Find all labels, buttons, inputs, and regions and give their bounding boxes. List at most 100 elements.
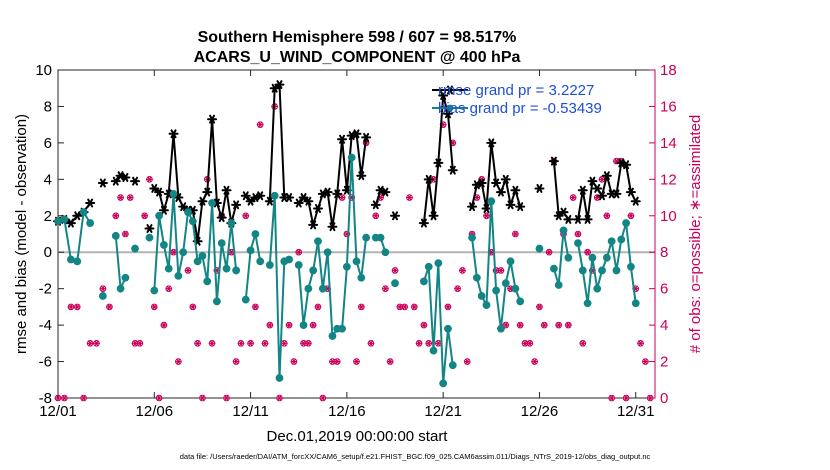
legend-marker-rmse [445,85,455,95]
bias-point [444,324,452,333]
obs-assimilated-point-stroke [147,176,152,183]
bias-point [217,239,226,248]
obs-assimilated-point-stroke [133,340,138,347]
bias-point [497,324,505,333]
bias-point [212,297,221,306]
rmse-point-stroke [300,193,307,203]
bias-point [468,233,476,242]
rmse-point [351,129,362,139]
rmse-point-stroke [603,171,610,181]
bias-point [439,379,448,388]
rmse-point-stroke [444,109,451,119]
rmse-point [597,191,608,201]
bias-point [535,244,544,253]
obs-assimilated-point [290,358,298,365]
bias-point [299,321,308,330]
bias-point [241,295,250,304]
bias-point [309,266,318,275]
obs-assimilated-point [483,212,490,219]
obs-assimilated-point-stroke [580,340,585,347]
y-left-tick-label: 6 [44,135,52,152]
rmse-point [293,198,304,208]
obs-assimilated-point-stroke [566,322,571,329]
rmse-point [327,222,338,232]
obs-assimilated-point-stroke [609,394,614,402]
obs-assimilated-point-stroke [460,267,465,274]
rmse-point [370,200,381,210]
rmse-point [447,165,458,175]
obs-assimilated-point [251,303,259,310]
rmse-point-stroke [112,176,119,186]
bias-point [150,286,159,295]
bias-point [265,261,274,269]
obs-assimilated-point-stroke [393,267,398,274]
bias-point [506,257,515,266]
rmse-point-stroke [204,187,211,197]
obs-assimilated-point [285,322,293,329]
obs-assimilated-point [99,285,107,292]
rmse-point-stroke [199,196,206,206]
obs-assimilated-point [357,303,365,310]
bias-line [244,233,262,300]
bias-point [434,259,443,268]
bias-point [602,253,611,262]
obs-assimilated-point [545,249,553,256]
obs-assimilated-point-stroke [68,303,73,310]
bias-point [256,257,265,266]
obs-assimilated-point-stroke [450,139,455,146]
y-left-tick-label: 10 [35,62,52,79]
obs-assimilated-point [189,303,197,310]
rmse-point [154,187,165,197]
obs-assimilated-point-stroke [397,303,402,310]
bias-point [73,257,82,266]
obs-assimilated-point [386,358,394,365]
rmse-point-stroke [266,196,273,206]
obs-assimilated-point [242,212,250,219]
rmse-point-stroke [574,214,581,224]
rmse-point [601,171,612,181]
bias-point [622,219,631,227]
bias-point [559,226,568,235]
rmse-point [433,158,444,168]
rmse-point-stroke [233,200,240,210]
rmse-point [264,196,275,206]
y-left-tick-label: -2 [39,281,52,298]
obs-assimilated-point [208,340,216,347]
obs-assimilated-point-stroke [224,394,229,402]
bias-point [381,248,390,257]
obs-assimilated-point [54,394,62,402]
obs-assimilated-point [627,212,635,219]
obs-assimilated-point [434,340,442,347]
obs-assimilated-point [367,340,375,347]
obs-assimilated-point-stroke [532,358,537,365]
rmse-point [202,187,213,197]
obs-assimilated-point [454,285,462,292]
rmse-point-stroke [165,189,172,199]
obs-assimilated-point [199,394,206,402]
bias-point [318,284,327,293]
obs-assimilated-point-stroke [547,249,552,256]
obs-assimilated-point-stroke [157,394,162,402]
obs-assimilated-point [174,358,182,365]
obs-assimilated-point [247,340,254,347]
legend-marker-rmse-stroke [447,85,453,95]
obs-assimilated-point [227,249,235,256]
rmse-point-stroke [584,214,591,224]
rmse-point-stroke [483,204,490,213]
rmse-point [625,187,636,197]
obs-assimilated-point-stroke [638,340,643,347]
bias-point [612,266,621,275]
bias-point [492,286,501,295]
bias-point [607,237,616,246]
bias-point [487,197,496,206]
obs-assimilated-point [194,340,202,347]
bias-point [121,273,130,282]
rmse-point [486,138,497,148]
obs-assimilated-point-stroke [325,285,330,292]
obs-assimilated-point [415,340,423,347]
rmse-point-stroke [502,174,509,184]
rmse-point [428,211,439,221]
x-tick-label: 12/31 [617,403,655,420]
obs-assimilated-point-stroke [417,340,422,347]
y-right-tick-label: 10 [660,208,677,225]
